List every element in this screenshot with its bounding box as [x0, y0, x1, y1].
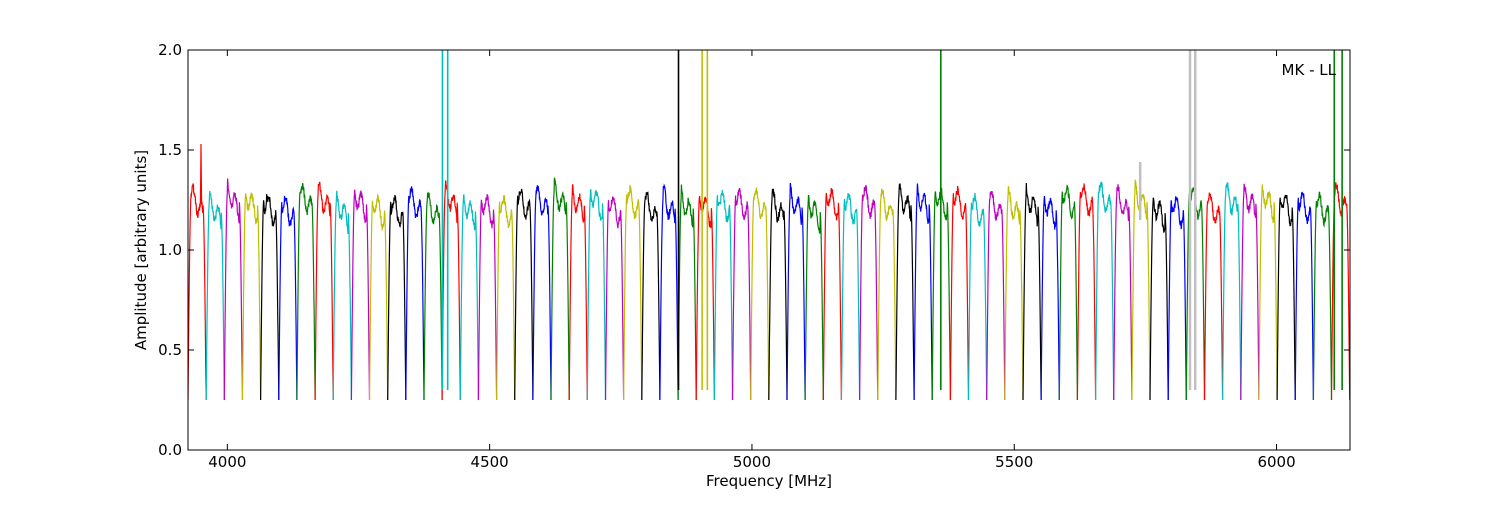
spectral-window-3 [223, 178, 244, 401]
spectral-window-59 [1240, 183, 1260, 401]
spectral-window-10 [350, 189, 371, 401]
y-tick-label: 1.5 [158, 141, 182, 159]
spectral-window-2 [205, 190, 225, 401]
spectral-window-32 [750, 187, 770, 401]
spectral-window-43 [949, 185, 970, 401]
spectral-window-25 [623, 184, 643, 401]
spectral-window-4 [241, 192, 262, 401]
spectral-window-47 [1022, 182, 1042, 401]
y-tick-label: 0.0 [158, 441, 182, 459]
spectral-window-1 [188, 143, 207, 401]
spectral-window-36 [822, 187, 842, 401]
spectral-window-45 [986, 191, 1006, 401]
spectral-window-46 [1004, 186, 1024, 401]
spectral-window-18 [496, 195, 516, 401]
spectral-window-31 [731, 187, 752, 401]
spectral-window-11 [368, 193, 389, 401]
spectral-window-19 [514, 188, 534, 401]
spectral-window-49 [1058, 184, 1078, 401]
spectral-window-17 [477, 194, 498, 401]
spectral-window-39 [877, 188, 897, 401]
spectral-window-15 [441, 180, 461, 401]
spectral-window-8 [314, 181, 334, 401]
y-tick-label: 2.0 [158, 41, 182, 59]
spectral-window-61 [1276, 194, 1296, 401]
spectral-window-29 [695, 195, 715, 401]
spectral-window-6 [278, 195, 298, 401]
spectral-window-30 [713, 189, 734, 401]
spectral-window-37 [840, 192, 861, 401]
x-tick-label: 4000 [208, 453, 246, 471]
spectral-window-20 [532, 185, 552, 401]
y-tick-label: 1.0 [158, 241, 182, 259]
spectral-window-51 [1095, 181, 1115, 401]
spectral-window-27 [659, 183, 679, 401]
x-tick-label: 6000 [1257, 453, 1295, 471]
spectral-window-38 [859, 185, 879, 401]
spectral-window-40 [895, 183, 915, 401]
x-tick-label: 5000 [733, 453, 771, 471]
spectral-window-35 [804, 194, 824, 401]
spectral-window-41 [913, 183, 933, 401]
spectral-window-23 [586, 188, 607, 401]
spectral-window-14 [423, 191, 443, 401]
y-axis-label: Amplitude [arbitrary units] [132, 150, 150, 350]
spectral-window-57 [1203, 192, 1224, 401]
spectral-window-21 [550, 177, 570, 401]
spectral-window-5 [260, 193, 280, 401]
spectral-window-26 [641, 191, 661, 401]
spectral-window-13 [405, 186, 425, 401]
spectral-window-50 [1076, 183, 1097, 401]
spectral-window-22 [568, 184, 588, 401]
spectral-window-58 [1222, 182, 1242, 401]
spectral-window-16 [459, 194, 479, 401]
spectral-window-48 [1040, 195, 1060, 401]
spectral-window-54 [1149, 197, 1169, 401]
baseline-annotation: MK - LL [1282, 61, 1337, 79]
spectral-window-55 [1167, 196, 1187, 401]
x-axis-label: Frequency [MHz] [706, 472, 832, 490]
spectral-window-62 [1294, 191, 1314, 401]
spectral-window-63 [1312, 191, 1333, 401]
spectral-window-60 [1258, 184, 1278, 401]
x-tick-label: 5500 [995, 453, 1033, 471]
spectral-window-34 [786, 182, 806, 401]
spectral-window-44 [967, 192, 988, 401]
spectral-window-9 [332, 190, 352, 401]
spectral-window-28 [677, 184, 697, 401]
x-tick-label: 4500 [471, 453, 509, 471]
spectral-window-12 [387, 194, 407, 401]
y-tick-label: 0.5 [158, 341, 182, 359]
spectral-window-7 [296, 182, 316, 401]
spectral-window-52 [1113, 184, 1133, 401]
spectral-window-24 [604, 196, 625, 401]
spectral-window-33 [768, 188, 788, 401]
